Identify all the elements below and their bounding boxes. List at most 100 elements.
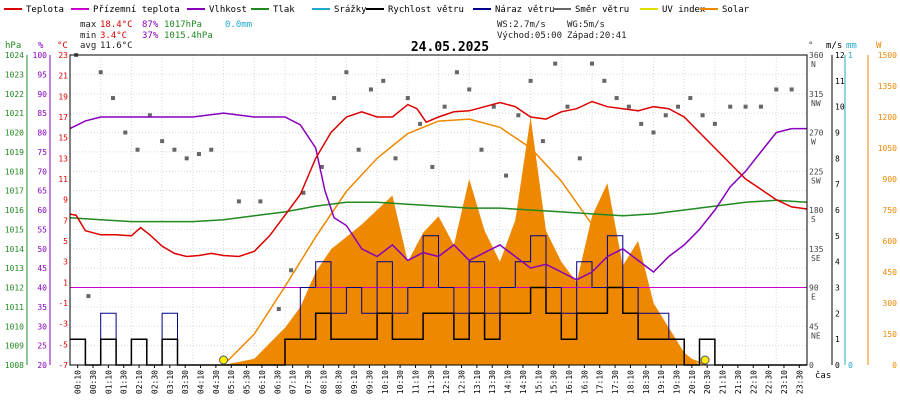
tick-label-pct: 100	[33, 51, 48, 60]
tick-label-pct: 25	[37, 342, 47, 351]
wind-dir-point	[332, 96, 337, 101]
legend-item: Tlak	[273, 5, 295, 15]
legend-item: Směr větru	[575, 5, 629, 15]
x-tick-label: 16:10	[565, 370, 574, 394]
tick-label-pct: 80	[37, 129, 47, 138]
wind-dir-point	[590, 61, 595, 66]
wind-dir-point	[602, 78, 607, 83]
wind-dir-point	[663, 113, 668, 118]
x-tick-label: 11:30	[427, 370, 436, 394]
x-tick-label: 19:10	[657, 370, 666, 394]
tick-label-hpa: 1013	[5, 264, 24, 273]
tick-label-hpa: 1008	[5, 361, 24, 370]
x-tick-label: 12:10	[442, 370, 451, 394]
x-tick-label: 04:10	[197, 370, 206, 394]
stat-min-press: 1015.4hPa	[164, 31, 213, 41]
series-temperature	[69, 100, 808, 258]
x-tick-label: 05:10	[227, 370, 236, 394]
tick-label-temp: -7	[58, 361, 68, 370]
wind-dir-point	[743, 104, 748, 109]
axis-unit-hpa: hPa	[5, 41, 21, 51]
x-tick-label: 22:30	[765, 370, 774, 394]
legend-item: Vlhkost	[209, 5, 247, 15]
tick-label-dir: S	[811, 215, 816, 224]
tick-label-temp: 1	[63, 278, 68, 287]
tick-label-pct: 20	[37, 361, 47, 370]
wind-dir-point	[184, 156, 189, 161]
wind-dir-point	[276, 307, 281, 312]
x-tick-label: 10:30	[396, 370, 405, 394]
stat-max-press: 1017hPa	[164, 20, 202, 30]
stat-max-label: max	[80, 20, 97, 30]
axis-unit-pct: %	[38, 41, 44, 51]
series-solar-max	[222, 118, 706, 366]
tick-label-hpa: 1009	[5, 342, 24, 351]
x-tick-label: 17:10	[596, 370, 605, 394]
x-tick-label: 03:10	[166, 370, 175, 394]
wind-dir-point	[442, 104, 447, 109]
stat-max-hum: 87%	[142, 20, 159, 30]
tick-label-ms: 4	[835, 258, 840, 267]
x-tick-label: 00:30	[89, 370, 98, 394]
x-tick-label: 23:10	[780, 370, 789, 394]
axis-unit-w: W	[876, 41, 882, 51]
wind-dir-point	[135, 147, 140, 152]
tick-label-pct: 45	[37, 264, 47, 273]
tick-label-ms: 1	[835, 335, 840, 344]
wind-dir-point	[110, 96, 115, 101]
tick-label-hpa: 1018	[5, 167, 24, 176]
x-tick-label: 06:10	[258, 370, 267, 394]
stat-sunset: Západ:20:41	[567, 31, 627, 41]
x-tick-label: 10:10	[381, 370, 390, 394]
wind-dir-point	[789, 87, 794, 92]
x-tick-label: 09:30	[365, 370, 374, 394]
x-tick-label: 07:10	[289, 370, 298, 394]
tick-label-w: 300	[883, 299, 898, 308]
tick-label-hpa: 1022	[5, 90, 24, 99]
x-tick-label: 20:30	[703, 370, 712, 394]
tick-label-hpa: 1024	[5, 51, 24, 60]
wind-dir-point	[172, 147, 177, 152]
wind-dir-point	[236, 199, 241, 204]
x-tick-label: 13:30	[488, 370, 497, 394]
stat-max-rain: 0.0mm	[225, 20, 252, 30]
series-wind-speed	[70, 286, 807, 366]
x-tick-label: 08:30	[335, 370, 344, 394]
tick-label-w: 0	[892, 361, 897, 370]
tick-label-deg: 360	[809, 51, 824, 60]
wind-dir-point	[565, 104, 570, 109]
tick-label-dir: E	[811, 293, 816, 302]
wind-dir-point	[700, 113, 705, 118]
tick-label-w: 1050	[878, 144, 897, 153]
wind-dir-point	[319, 164, 324, 169]
x-tick-label: 14:10	[504, 370, 513, 394]
legend-item: Rychlost větru	[388, 5, 464, 15]
tick-label-pct: 40	[37, 284, 47, 293]
tick-label-deg: 0	[809, 361, 814, 370]
wind-dir-point	[147, 113, 152, 118]
x-tick-label: 21:10	[719, 370, 728, 394]
series-pressure	[69, 199, 808, 223]
wind-dir-point	[540, 139, 545, 144]
tick-label-mm: 0	[848, 361, 853, 370]
x-tick-label: 22:10	[749, 370, 758, 394]
x-tick-label: 02:10	[135, 370, 144, 394]
tick-label-w: 750	[883, 206, 898, 215]
tick-label-pct: 85	[37, 109, 47, 118]
wind-dir-point	[651, 130, 656, 135]
tick-label-temp: 19	[58, 92, 68, 101]
stat-ws: WS:2.7m/s	[497, 20, 546, 30]
tick-label-hpa: 1015	[5, 225, 24, 234]
tick-label-pct: 70	[37, 167, 47, 176]
x-tick-label: 11:10	[411, 370, 420, 394]
stat-min-temp: 3.4°C	[100, 31, 127, 41]
x-tick-label: 00:10	[74, 370, 83, 394]
tick-label-dir: N	[811, 60, 816, 69]
wind-dir-point	[301, 190, 306, 195]
stat-wg: WG:5m/s	[567, 20, 605, 30]
uv-marker	[219, 355, 229, 365]
tick-label-w: 1500	[878, 51, 897, 60]
wind-dir-point	[405, 96, 410, 101]
wind-dir-point	[528, 78, 533, 83]
legend-item: Solar	[722, 5, 750, 15]
